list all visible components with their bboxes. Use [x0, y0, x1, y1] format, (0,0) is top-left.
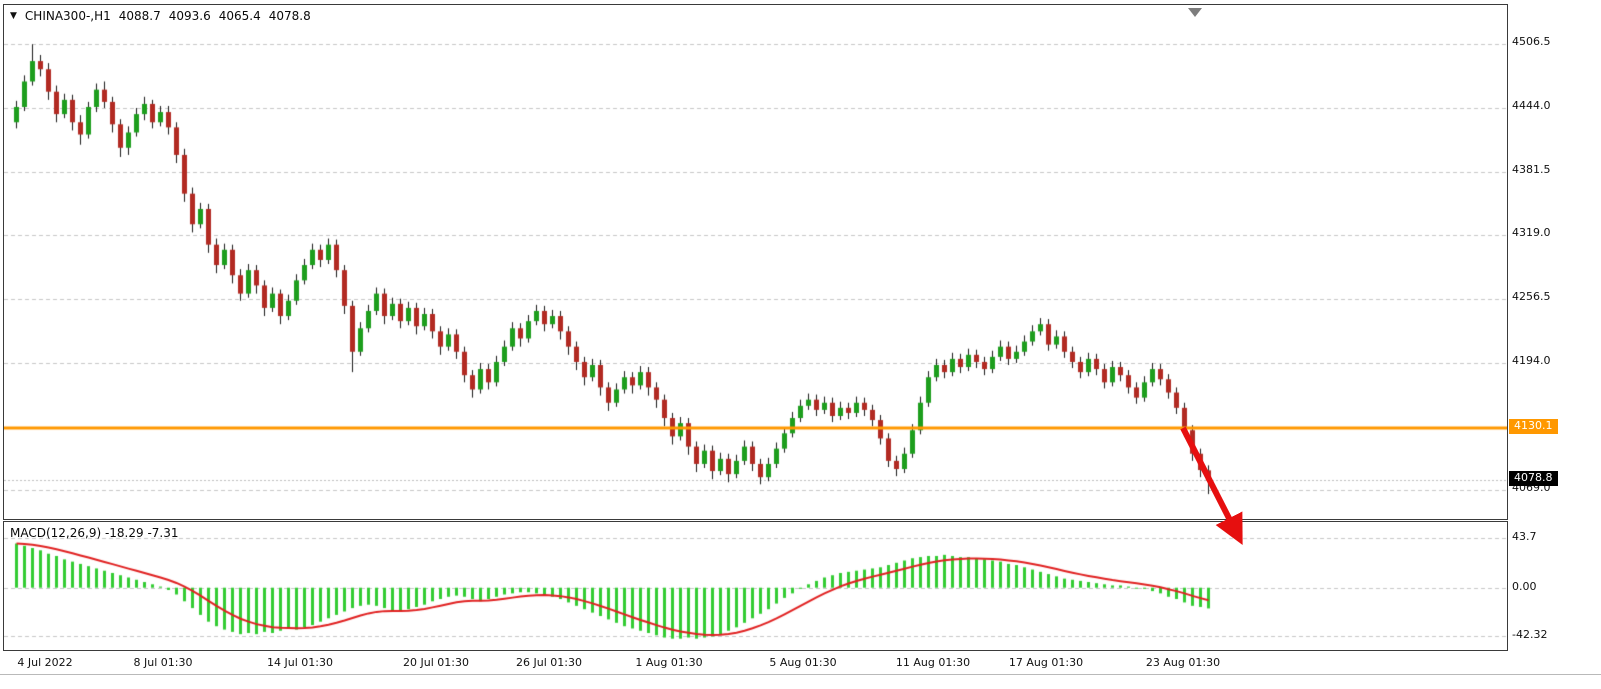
time-axis-label: 23 Aug 01:30	[1145, 656, 1221, 669]
price-axis-label: 4381.5	[1512, 162, 1551, 176]
symbol-dropdown-icon[interactable]: ▼	[10, 11, 17, 21]
ohlc-close: 4078.8	[268, 9, 311, 23]
time-axis-label: 8 Jul 01:30	[133, 656, 193, 669]
price-axis-label: 4256.5	[1512, 290, 1551, 304]
time-axis-label: 17 Aug 01:30	[1008, 656, 1084, 669]
time-axis-label: 4 Jul 2022	[17, 656, 73, 669]
price-axis-label: 4506.5	[1512, 35, 1551, 49]
time-axis-label: 1 Aug 01:30	[635, 656, 703, 669]
price-axis-label: 4319.0	[1512, 226, 1551, 240]
macd-axis-label: -42.32	[1512, 627, 1548, 641]
time-axis-label: 11 Aug 01:30	[895, 656, 971, 669]
macd-chart-canvas[interactable]	[4, 522, 1507, 650]
chart-header: ▼ CHINA300-,H1 4088.7 4093.6 4065.4 4078…	[10, 9, 311, 23]
macd-panel[interactable]: MACD(12,26,9) -18.29 -7.31	[3, 521, 1508, 651]
price-shift-marker[interactable]	[1188, 8, 1202, 17]
macd-axis-label: 0.00	[1512, 579, 1537, 593]
macd-axis-label: 43.7	[1512, 530, 1537, 544]
ohlc-high: 4093.6	[168, 9, 211, 23]
hline-price-badge: 4130.1	[1509, 419, 1558, 435]
main-chart-panel[interactable]: ▼ CHINA300-,H1 4088.7 4093.6 4065.4 4078…	[3, 4, 1508, 520]
time-axis-label: 26 Jul 01:30	[516, 656, 582, 669]
time-axis-label: 14 Jul 01:30	[267, 656, 333, 669]
current-price-badge: 4078.8	[1509, 471, 1558, 487]
macd-indicator-label: MACD(12,26,9) -18.29 -7.31	[10, 526, 179, 540]
symbol-period-label: CHINA300-,H1	[24, 9, 111, 23]
candlestick-chart-canvas[interactable]	[4, 5, 1507, 519]
time-axis-label: 5 Aug 01:30	[769, 656, 837, 669]
price-axis-label: 4444.0	[1512, 99, 1551, 112]
time-axis-label: 20 Jul 01:30	[403, 656, 469, 669]
ohlc-low: 4065.4	[218, 9, 261, 23]
ohlc-open: 4088.7	[118, 9, 161, 23]
window-separator	[0, 674, 1601, 675]
price-axis-label: 4194.0	[1512, 353, 1551, 367]
